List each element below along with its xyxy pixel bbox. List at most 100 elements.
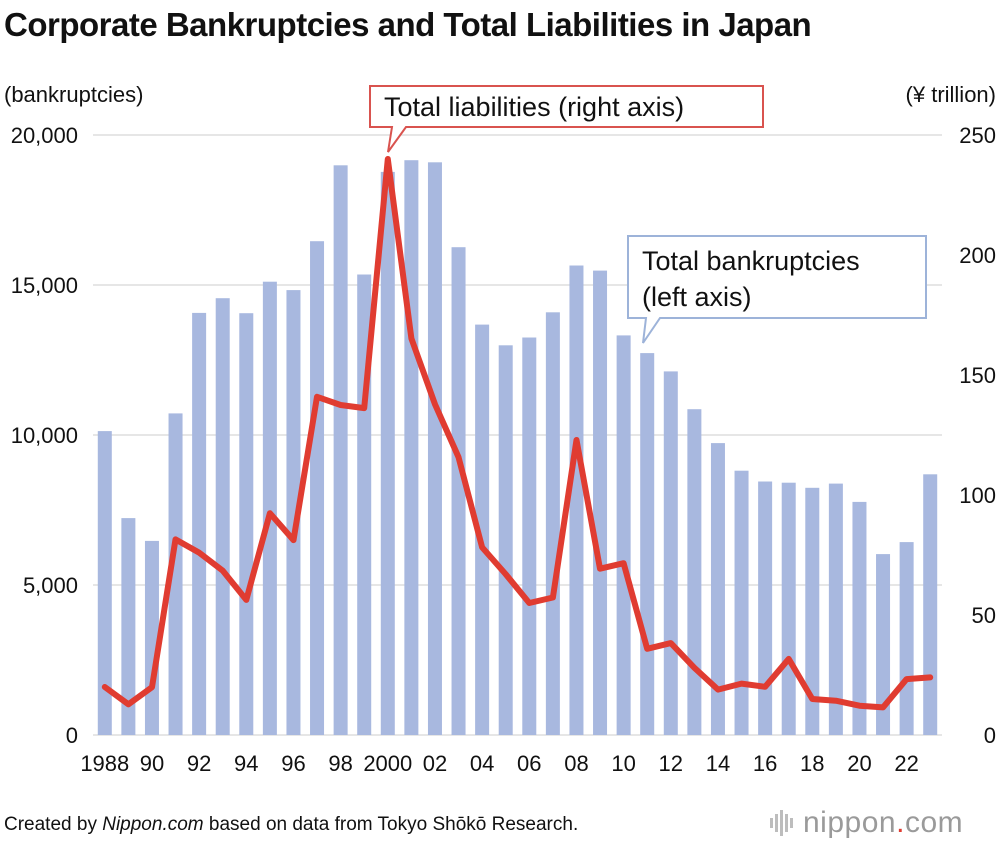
x-tick-label: 02 <box>423 751 447 776</box>
bar-bankruptcies <box>663 371 678 735</box>
bar-bankruptcies <box>380 171 395 735</box>
right-axis-unit: (¥ trillion) <box>905 82 996 107</box>
brand-name: nippon <box>803 806 897 839</box>
x-tick-label: 20 <box>847 751 871 776</box>
liabilities-point <box>174 537 178 541</box>
liabilities-point <box>716 688 720 692</box>
brand-dot: . <box>896 806 905 839</box>
liabilities-point <box>386 157 390 161</box>
liabilities-point <box>362 406 366 410</box>
x-tick-label: 04 <box>470 751 494 776</box>
footer-suffix: based on data from Tokyo Shōkō Research. <box>203 814 579 835</box>
x-tick-label: 10 <box>611 751 635 776</box>
liabilities-point <box>409 337 413 341</box>
brand-logo: nippon.com <box>770 806 963 840</box>
right-tick-label: 250 <box>959 123 996 148</box>
bar-bankruptcies <box>781 482 796 735</box>
x-tick-label: 94 <box>234 751 258 776</box>
liabilities-point <box>433 402 437 406</box>
brand-wordmark: nippon.com <box>803 806 963 840</box>
liabilities-point <box>810 697 814 701</box>
bar-bankruptcies <box>805 487 820 735</box>
callout-liabilities-label: Total liabilities (right axis) <box>384 92 684 122</box>
liabilities-point <box>763 685 767 689</box>
bar-bankruptcies <box>286 290 301 735</box>
liabilities-point <box>126 702 130 706</box>
liabilities-point <box>692 666 696 670</box>
x-tick-label: 92 <box>187 751 211 776</box>
liabilities-point <box>740 682 744 686</box>
left-axis-unit: (bankruptcies) <box>4 82 144 107</box>
liabilities-point <box>480 545 484 549</box>
liabilities-point <box>881 705 885 709</box>
liabilities-point <box>928 675 932 679</box>
callout-bankruptcies-box <box>627 235 927 344</box>
bar-bankruptcies <box>239 313 254 735</box>
right-tick-label: 150 <box>959 363 996 388</box>
bar-bankruptcies <box>451 247 466 735</box>
liabilities-point <box>504 572 508 576</box>
liabilities-point <box>315 395 319 399</box>
bar-bankruptcies <box>545 312 560 735</box>
bar-bankruptcies <box>923 474 938 735</box>
left-tick-label: 0 <box>66 723 78 748</box>
bar-bankruptcies <box>687 409 702 735</box>
bar-bankruptcies <box>710 443 725 735</box>
bar-bankruptcies <box>192 312 207 735</box>
x-tick-label: 06 <box>517 751 541 776</box>
left-tick-label: 5,000 <box>23 573 78 598</box>
liabilities-point <box>787 657 791 661</box>
bar-bankruptcies <box>758 481 773 735</box>
bar-bankruptcies <box>616 335 631 735</box>
x-tick-label: 22 <box>894 751 918 776</box>
right-tick-label: 200 <box>959 243 996 268</box>
liabilities-point <box>221 569 225 573</box>
liabilities-point <box>244 598 248 602</box>
bar-bankruptcies <box>475 324 490 735</box>
bar-bankruptcies <box>593 270 608 735</box>
liabilities-point <box>457 455 461 459</box>
bar-bankruptcies <box>121 518 136 735</box>
liabilities-point <box>551 595 555 599</box>
x-tick-label: 18 <box>800 751 824 776</box>
chart-area: 0 5,000 10,000 15,000 20,000 0 50 100 150 200 250 1… <box>11 85 996 776</box>
bar-bankruptcies <box>97 431 112 735</box>
x-tick-label: 1988 <box>80 751 129 776</box>
bar-bankruptcies <box>899 542 914 735</box>
liabilities-point <box>150 685 154 689</box>
liabilities-point <box>834 699 838 703</box>
right-tick-label: 50 <box>972 603 996 628</box>
bar-bankruptcies <box>498 345 513 735</box>
x-tick-label: 12 <box>659 751 683 776</box>
liabilities-point <box>103 685 107 689</box>
bar-bankruptcies <box>404 160 419 735</box>
bar-bankruptcies <box>522 337 537 735</box>
liabilities-point <box>291 538 295 542</box>
x-tick-label: 08 <box>564 751 588 776</box>
bar-bankruptcies <box>640 353 655 735</box>
bar-bankruptcies <box>215 298 230 735</box>
bar-bankruptcies <box>569 265 584 735</box>
footer-prefix: Created by <box>4 814 103 835</box>
callout-bankruptcies-label-1: Total bankruptcies <box>642 246 860 276</box>
liabilities-point <box>598 567 602 571</box>
callout-bankruptcies-label-2: (left axis) <box>642 282 752 312</box>
x-tick-label: 96 <box>281 751 305 776</box>
bar-bankruptcies <box>262 281 277 735</box>
bar-bankruptcies <box>427 162 442 736</box>
liabilities-point <box>527 601 531 605</box>
footer-site: Nippon.com <box>102 814 204 835</box>
left-tick-label: 15,000 <box>11 273 78 298</box>
liabilities-point <box>268 511 272 515</box>
brand-tld: com <box>904 806 964 839</box>
left-tick-label: 10,000 <box>11 423 78 448</box>
x-tick-label: 2000 <box>363 751 412 776</box>
liabilities-point <box>574 438 578 442</box>
line-liabilities <box>101 156 934 711</box>
sound-wave-icon <box>770 810 793 836</box>
left-tick-label: 20,000 <box>11 123 78 148</box>
bar-bankruptcies <box>734 470 749 735</box>
right-tick-label: 0 <box>984 723 996 748</box>
bar-bankruptcies <box>310 241 325 735</box>
liabilities-point <box>645 647 649 651</box>
